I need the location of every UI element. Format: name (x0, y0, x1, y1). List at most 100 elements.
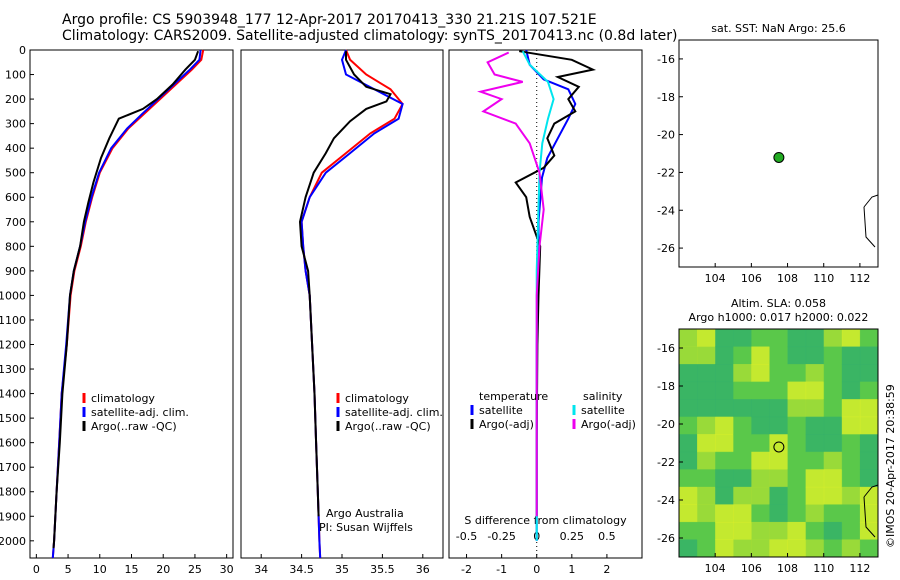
sla_map-ytick-label: -16 (657, 342, 675, 355)
sla_map-cell (859, 539, 879, 558)
sla_map-cell (751, 504, 770, 523)
temperature-legend-label: satellite-adj. clim. (91, 406, 189, 419)
temperature-ytick-label: 1000 (0, 289, 26, 302)
sla_map-cell (697, 329, 716, 348)
sla_map-cell (679, 469, 698, 488)
temperature-ytick-label: 400 (5, 142, 26, 155)
sla_map-cell (859, 399, 879, 418)
sst_map-argo-marker (773, 151, 785, 163)
salinity-xtick-label: 34 (254, 563, 268, 576)
salinity-series-satellite-adj-clim- (300, 49, 404, 559)
sla_map-cell (787, 434, 807, 453)
sla_map-cell (715, 539, 734, 558)
sla_map-cell (805, 399, 825, 418)
sla_map-cell (787, 416, 807, 435)
sla_map-cell (733, 346, 752, 365)
temperature-series-satellite-adj-clim- (51, 49, 202, 559)
sla_map-cell (769, 504, 789, 523)
temperature-ytick-label: 600 (5, 191, 26, 204)
difference-top-tick-label: 0.5 (598, 530, 616, 543)
sla_map-cell (679, 416, 698, 435)
temperature-series-argo-raw-qc- (52, 50, 200, 549)
sla_map-cell (859, 416, 879, 435)
difference-panel: -2 -1 0 1 2 -0.5 -0.25 0 0.25 0.5 S difference fro… (448, 49, 643, 580)
difference-xtick-label: -2 (461, 563, 472, 576)
sla_map-cell (805, 539, 825, 558)
sla_map-cell (697, 504, 716, 523)
difference-axes-frame (448, 49, 643, 559)
temperature-series-climatology (51, 49, 205, 559)
sla_map-cell (805, 346, 825, 365)
sla_map-cell (751, 469, 770, 488)
sla_map-cell (769, 451, 789, 470)
sla_map-cell (859, 504, 879, 523)
sla_map-cell (751, 486, 770, 505)
sla_map-argo-marker (773, 441, 785, 453)
sla_map-cell (805, 329, 825, 348)
sla_map-cell (751, 539, 770, 558)
sst_map-ytick-label: -24 (657, 204, 675, 217)
sst_map-ytick-label: -16 (657, 53, 675, 66)
figure-title-line2: Climatology: CARS2009. Satellite-adjuste… (62, 28, 678, 44)
temperature-xtick-label: 20 (156, 563, 170, 576)
sla_map-cell (859, 486, 879, 505)
sla_map-cell (751, 346, 770, 365)
temperature-ytick-label: 1100 (0, 314, 26, 327)
sla_map-cell (733, 539, 752, 558)
sla_map-cell (769, 381, 789, 400)
sla_map-cell (679, 451, 698, 470)
temperature-panel: 051015202530temperature (deg C)010020030… (0, 44, 234, 580)
sla_map-cell (841, 451, 861, 470)
sla_map-cell (859, 521, 879, 540)
sla_map-cell (805, 486, 825, 505)
sla_map-cell (733, 469, 752, 488)
temperature-xtick-label: 10 (93, 563, 107, 576)
sla_map-cell (679, 504, 698, 523)
sla_map-cell (769, 346, 789, 365)
sla_map-cell (859, 329, 879, 348)
sla_map-cell (787, 486, 807, 505)
sla_map-cell (787, 539, 807, 558)
sla_map-cell (715, 416, 734, 435)
sla_map-cell (715, 469, 734, 488)
sst_map-ytick-label: -22 (657, 166, 675, 179)
salinity-legend-label: satellite-adj. clim. (345, 406, 443, 419)
sla_map-coastline (863, 484, 879, 538)
salinity-axes-frame (240, 49, 444, 559)
sla_map-cell (679, 329, 698, 348)
sla_map-cell (823, 504, 843, 523)
sla_map-cell (823, 399, 843, 418)
temperature-axes-frame (29, 49, 234, 559)
sst_map-ytick-label: -18 (657, 91, 675, 104)
sla_map-cell (697, 539, 716, 558)
difference-xtick-label: 1 (568, 563, 575, 576)
sla_map-cell (859, 451, 879, 470)
sla_map-cell (787, 329, 807, 348)
sla_map-cell (697, 469, 716, 488)
sla_map-cell (787, 364, 807, 383)
sla_map-title-0: Altim. SLA: 0.058 (731, 297, 826, 310)
sla_map-ytick-label: -18 (657, 380, 675, 393)
sla_map-cell (859, 469, 879, 488)
sla_map-cell (841, 469, 861, 488)
sla_map-cell (769, 434, 789, 453)
sla_map-cell (787, 381, 807, 400)
difference-top-tick-label: 0.25 (560, 530, 585, 543)
difference-series-salinity-argo-adj- (477, 51, 545, 517)
sst_map-frame (678, 39, 879, 268)
sla_map-cell (841, 346, 861, 365)
credit-text: ©IMOS 20-Apr-2017 20:38:59 (884, 384, 897, 548)
salinity-xtick-label: 35.5 (370, 563, 395, 576)
sla_map-cell (859, 346, 879, 365)
sla_map-cell (733, 434, 752, 453)
temperature-xtick-label: 0 (33, 563, 40, 576)
sst_map-xtick-label: 110 (813, 272, 834, 285)
sla_map-cell (697, 346, 716, 365)
sla_map-cell (715, 486, 734, 505)
salinity-legend-label: Argo(..raw -QC) (345, 420, 431, 433)
sla_map-cell (841, 434, 861, 453)
sla_map-cell (787, 504, 807, 523)
sla_map-cell (679, 346, 698, 365)
sla_map-cell (679, 521, 698, 540)
